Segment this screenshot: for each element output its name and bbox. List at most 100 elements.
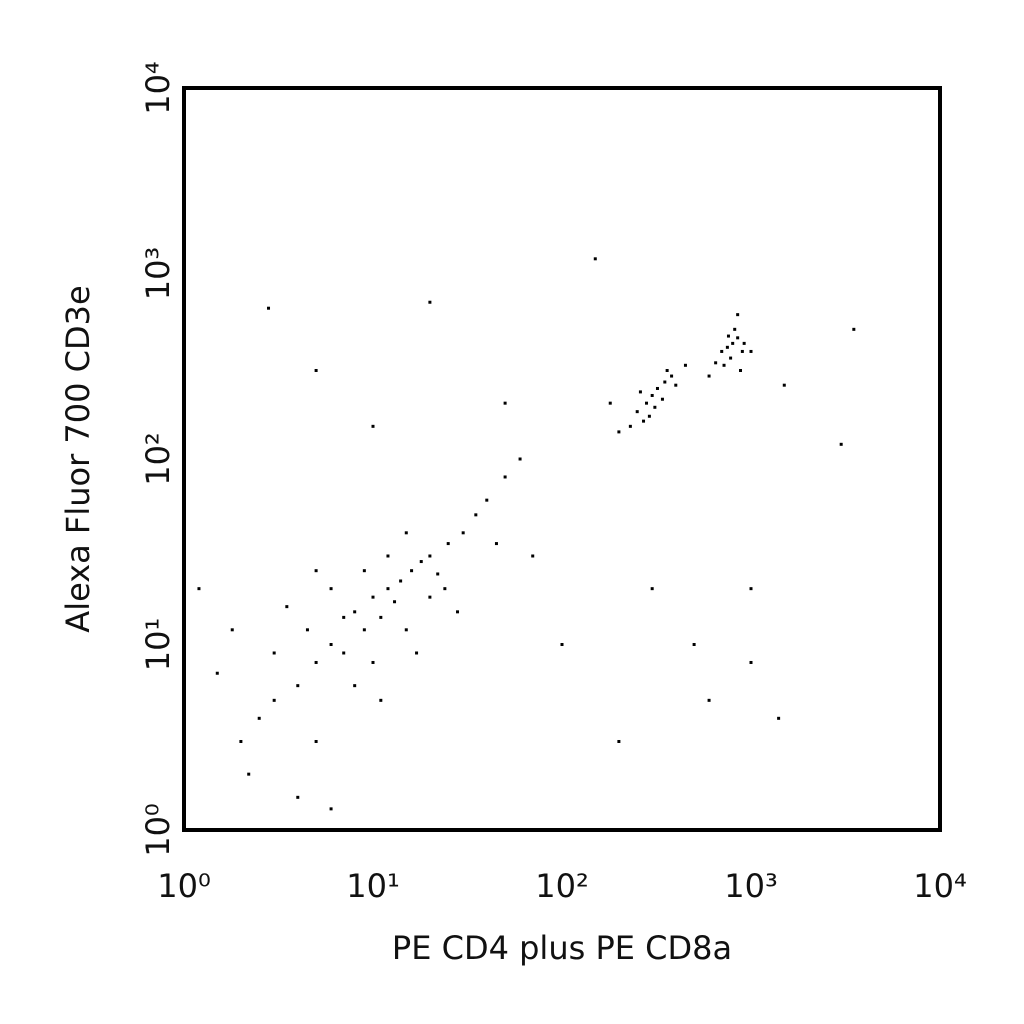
point	[272, 698, 276, 702]
point	[645, 401, 649, 405]
y-tick-label: 10²	[139, 432, 177, 486]
point	[782, 383, 786, 387]
point	[456, 610, 460, 614]
point	[683, 363, 687, 367]
point	[720, 349, 724, 353]
point	[653, 405, 657, 409]
point	[742, 341, 746, 345]
point	[731, 341, 735, 345]
point	[736, 313, 740, 317]
point	[329, 643, 333, 646]
point	[736, 336, 740, 340]
point	[729, 356, 733, 360]
point	[386, 554, 390, 558]
y-axis-label: Alexa Fluor 700 CD3e	[59, 285, 97, 632]
point	[650, 393, 654, 397]
point	[329, 807, 333, 811]
point	[419, 560, 423, 564]
point	[314, 739, 318, 743]
point	[272, 651, 276, 655]
point	[353, 610, 357, 614]
point	[415, 651, 419, 655]
point	[560, 643, 564, 646]
point	[342, 651, 346, 655]
y-tick-label: 10³	[139, 247, 177, 301]
y-tick-label: 10⁴	[139, 61, 177, 115]
point	[247, 772, 251, 776]
point	[638, 390, 642, 394]
point	[314, 660, 318, 664]
point	[777, 716, 781, 720]
point	[852, 327, 856, 331]
point	[410, 569, 414, 573]
point	[608, 401, 612, 405]
point	[296, 684, 300, 688]
point	[725, 345, 729, 349]
x-tick-label: 10⁰	[157, 867, 211, 905]
point	[663, 380, 667, 384]
point	[379, 698, 383, 702]
point	[839, 442, 843, 446]
point	[494, 542, 498, 546]
point	[714, 361, 718, 365]
point	[707, 698, 711, 702]
y-tick-label: 10¹	[139, 618, 177, 672]
point	[197, 587, 201, 591]
point	[428, 595, 432, 599]
x-tick-label: 10⁴	[913, 867, 967, 905]
point	[474, 513, 478, 517]
point	[436, 572, 440, 576]
point	[461, 531, 465, 535]
point	[257, 716, 261, 720]
point	[617, 739, 621, 743]
point	[485, 498, 489, 502]
point	[707, 374, 711, 378]
point	[285, 605, 289, 609]
point	[518, 457, 522, 461]
point	[296, 795, 300, 799]
point	[647, 414, 651, 418]
point	[386, 587, 390, 591]
point	[628, 424, 632, 428]
point	[722, 363, 726, 367]
point	[342, 615, 346, 619]
point	[329, 587, 333, 591]
point	[674, 383, 678, 387]
point	[404, 531, 408, 535]
point	[393, 600, 397, 604]
x-tick-label: 10²	[535, 867, 589, 905]
point	[353, 684, 357, 688]
point	[428, 300, 432, 304]
point	[726, 334, 730, 338]
x-tick-label: 10¹	[346, 867, 400, 905]
point	[215, 671, 219, 675]
x-tick-label: 10³	[724, 867, 778, 905]
point	[371, 660, 375, 664]
point	[314, 368, 318, 372]
point	[749, 349, 753, 353]
point	[362, 569, 366, 573]
point	[733, 327, 737, 331]
point	[739, 368, 743, 372]
point	[749, 587, 753, 591]
point	[371, 424, 375, 428]
point	[660, 397, 664, 401]
y-tick-label: 10⁰	[139, 803, 177, 857]
point	[267, 306, 271, 310]
point	[503, 401, 507, 405]
point	[379, 615, 383, 619]
point	[642, 419, 646, 423]
point	[362, 628, 366, 632]
point	[665, 368, 669, 372]
point	[655, 386, 659, 390]
point	[670, 374, 674, 378]
point	[650, 587, 654, 591]
point	[740, 349, 744, 353]
point	[446, 542, 450, 546]
point	[692, 643, 696, 646]
x-axis-label: PE CD4 plus PE CD8a	[392, 929, 732, 967]
point	[314, 569, 318, 573]
point	[399, 579, 403, 583]
point	[635, 410, 639, 414]
